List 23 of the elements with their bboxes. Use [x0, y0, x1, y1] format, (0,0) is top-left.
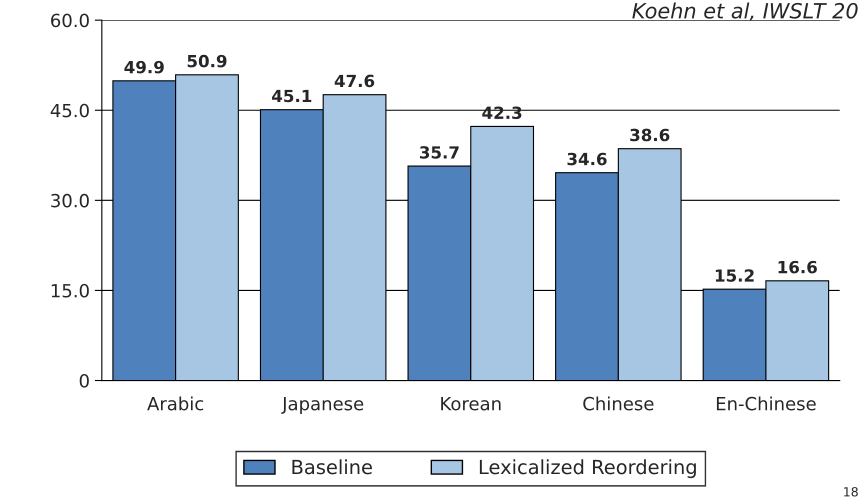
data-label: 34.6 — [568, 152, 607, 166]
x-tick-label: En-Chinese — [716, 396, 816, 410]
y-tick-label: 30.0 — [51, 194, 89, 208]
y-tick-label: 0 — [80, 374, 89, 388]
x-tick-label: Arabic — [147, 396, 204, 410]
x-tick-label: Japanese — [281, 397, 364, 414]
legend-label: Lexicalized Reordering — [480, 459, 696, 478]
data-label: 49.9 — [124, 60, 164, 74]
data-label: 50.9 — [188, 54, 226, 68]
y-tick-label: 15.0 — [52, 284, 89, 298]
y-tick-label: 45.0 — [50, 104, 89, 118]
y-tick-label: 60.0 — [51, 14, 89, 28]
data-label: 45.1 — [272, 90, 312, 102]
data-label: 15.2 — [716, 269, 754, 282]
data-label: 16.6 — [778, 260, 817, 274]
x-tick-label: Chinese — [583, 396, 654, 410]
legend-label: Baseline — [292, 459, 372, 474]
data-label: 47.6 — [334, 74, 374, 88]
x-tick-label: Korean — [441, 397, 501, 410]
data-label: 35.7 — [420, 146, 459, 159]
data-label: 38.6 — [630, 128, 670, 142]
text: 18 — [844, 487, 858, 497]
annotation: Koehn et al, IWSLT 20 — [632, 2, 858, 21]
